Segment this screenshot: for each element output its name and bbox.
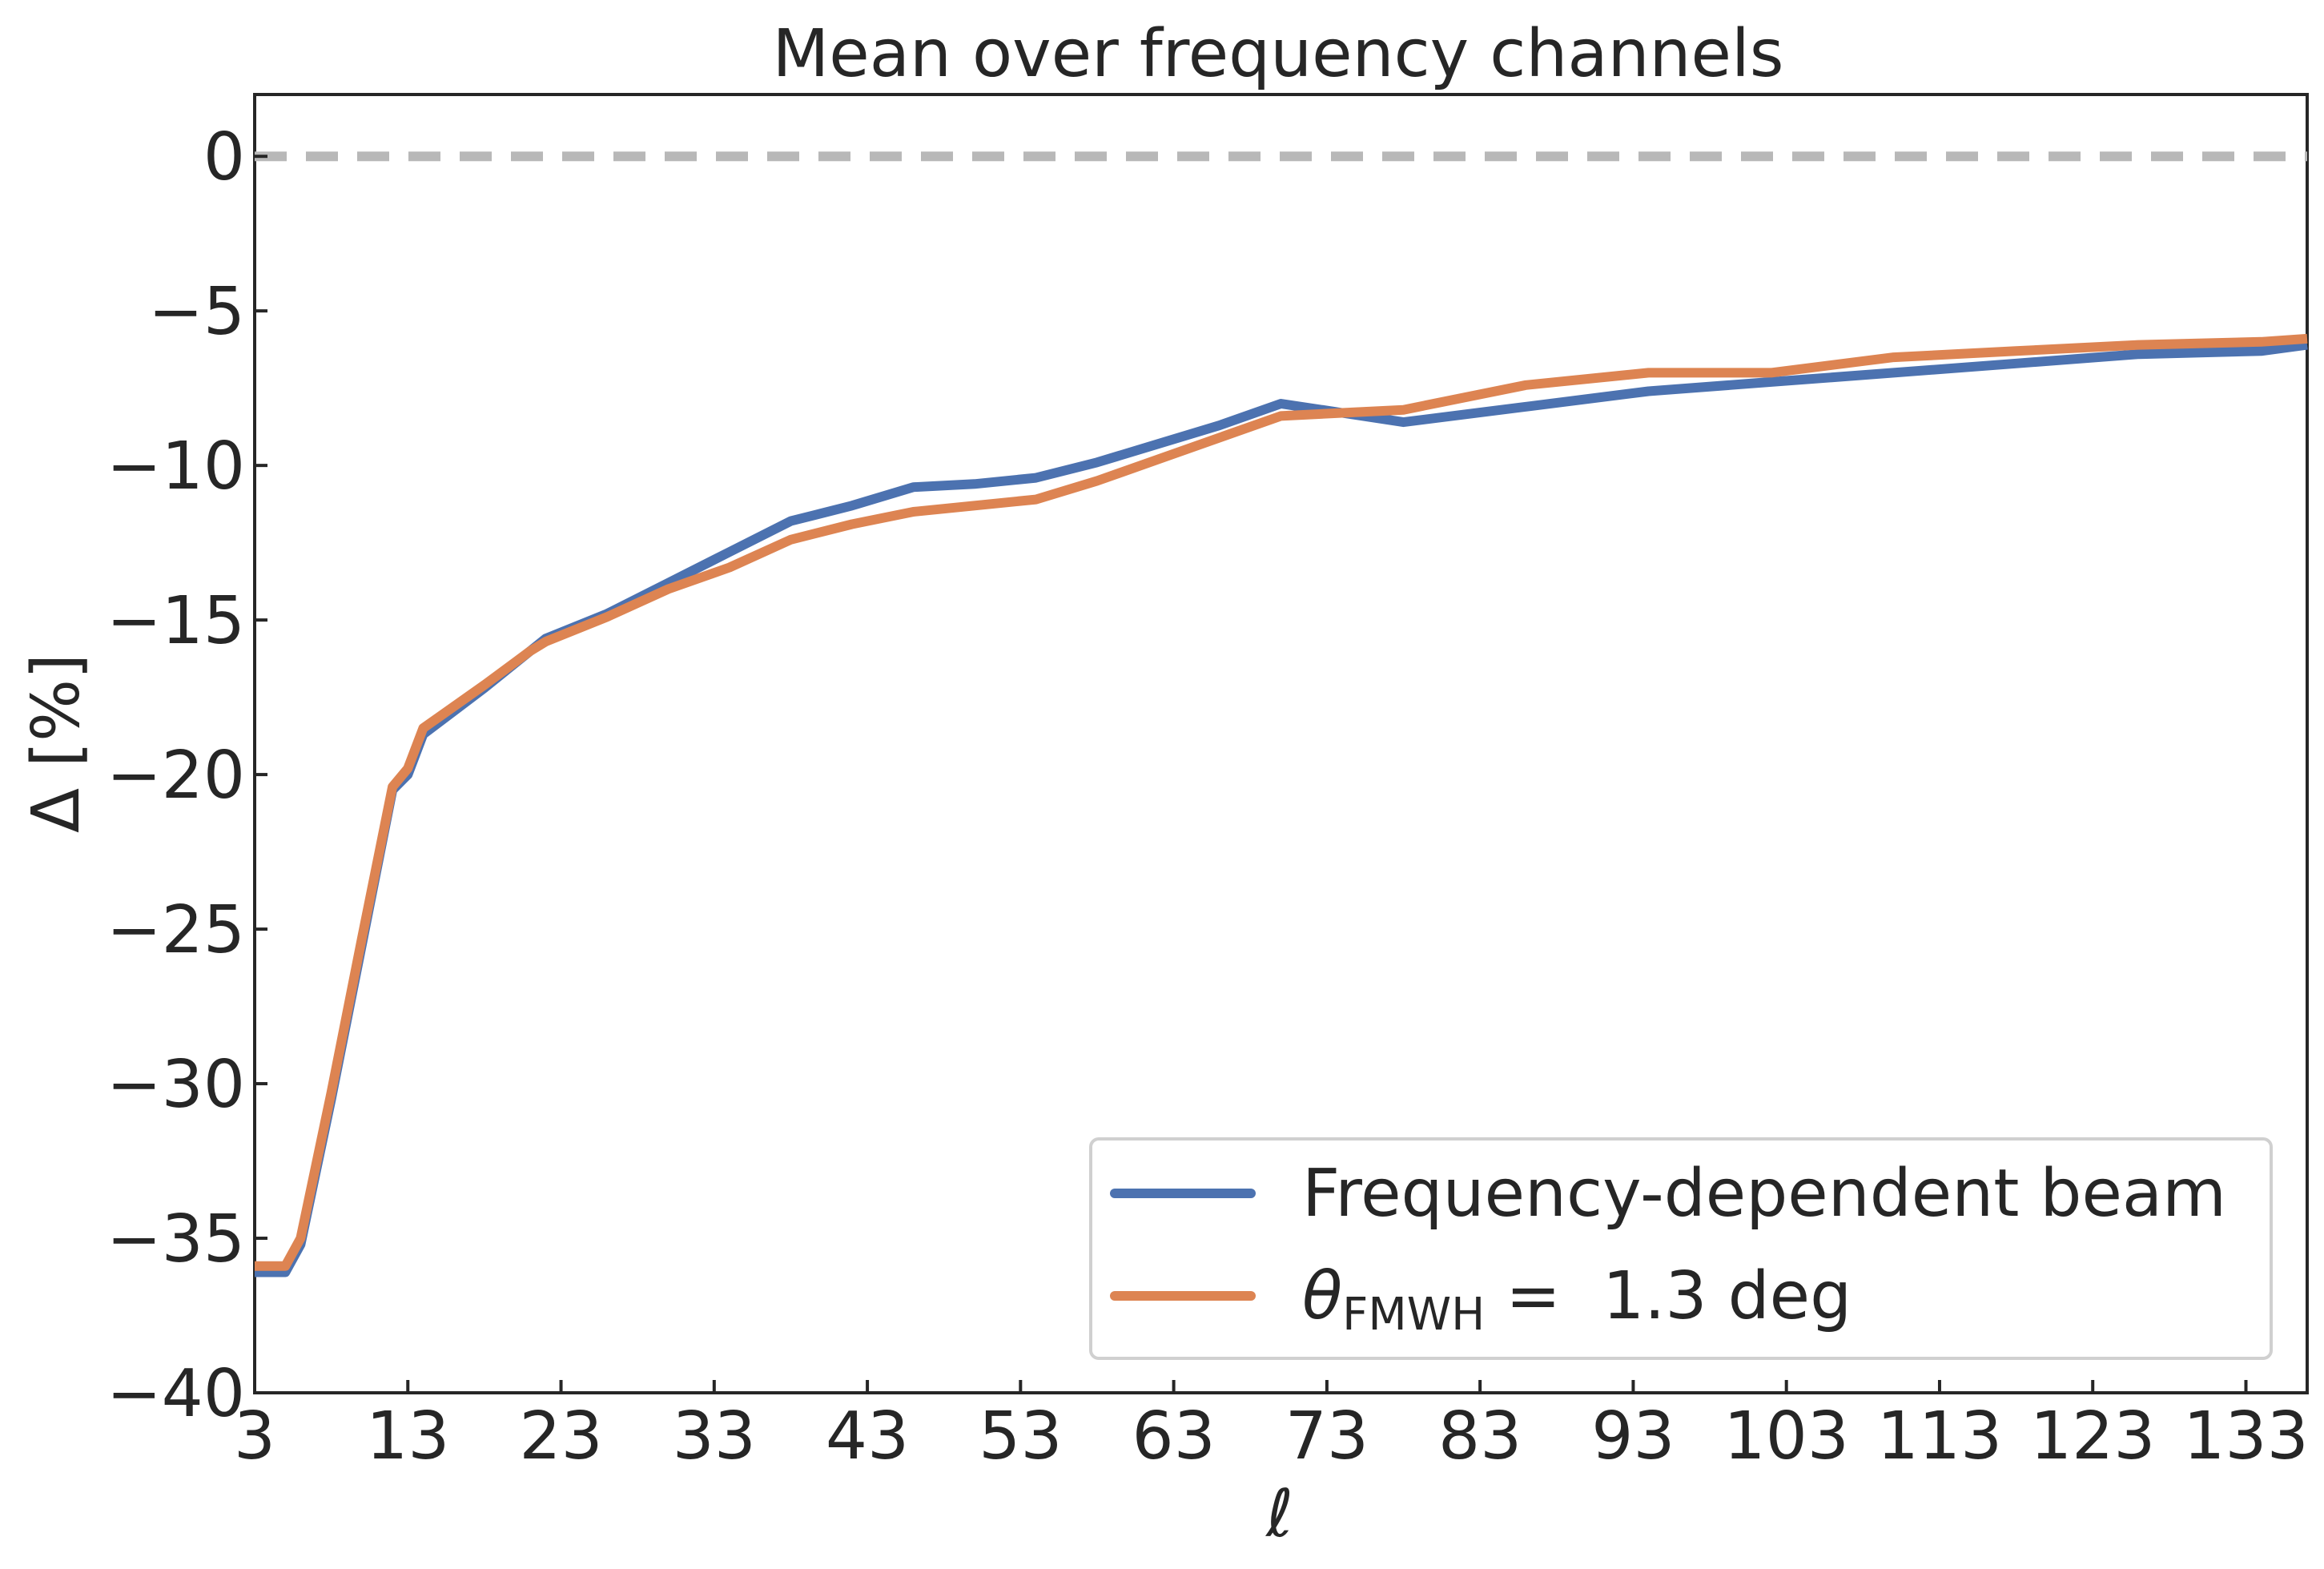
- x-tick-label: 13: [366, 1398, 449, 1474]
- x-tick-label: 3: [234, 1398, 275, 1474]
- series-line-theta-fmwh: [255, 333, 2308, 1271]
- plot-frame: [253, 93, 2309, 1394]
- legend-label-frequency-dependent-beam: Frequency-dependent beam: [1302, 1156, 2226, 1232]
- legend-theta-subscript: FMWH: [1342, 1289, 1485, 1341]
- y-tick-label: −10: [107, 428, 245, 505]
- legend-box: [1089, 1137, 2273, 1360]
- y-tick-label: −35: [107, 1201, 245, 1277]
- y-tick-label: −40: [107, 1356, 245, 1432]
- x-tick-label: 123: [2030, 1398, 2156, 1474]
- x-tick-label: 43: [826, 1398, 909, 1474]
- x-axis-ticks: 3 13 23 33 43 53 63 73 83 93 103 113 123 133: [234, 1380, 2309, 1474]
- x-tick-label: 113: [1877, 1398, 2003, 1474]
- y-axis-label: Δ [%]: [18, 654, 94, 833]
- x-tick-label: 23: [519, 1398, 602, 1474]
- y-tick-label: −15: [107, 583, 245, 659]
- chart-title: Mean over frequency channels: [773, 16, 1784, 92]
- series-line-frequency-dependent-beam: [255, 340, 2308, 1277]
- x-tick-label: 33: [673, 1398, 756, 1474]
- legend-theta-value: = 1.3 deg: [1485, 1258, 1852, 1334]
- x-tick-label: 63: [1132, 1398, 1215, 1474]
- x-tick-label: 133: [2183, 1398, 2309, 1474]
- y-tick-label: −20: [107, 738, 245, 814]
- series-lines: [255, 333, 2308, 1277]
- y-tick-label: −5: [148, 274, 245, 350]
- x-axis-label: ℓ: [1265, 1476, 1293, 1552]
- x-tick-label: 93: [1591, 1398, 1675, 1474]
- y-tick-label: −25: [107, 892, 245, 968]
- y-axis-ticks: 0 −5 −10 −15 −20 −25 −30 −35 −40: [107, 119, 267, 1432]
- legend-label-theta-fmwh: θFMWH = 1.3 deg: [1302, 1258, 1852, 1341]
- x-tick-label: 103: [1723, 1398, 1849, 1474]
- x-tick-label: 83: [1438, 1398, 1522, 1474]
- y-tick-label: 0: [203, 119, 245, 195]
- y-tick-label: −30: [107, 1047, 245, 1123]
- x-tick-label: 73: [1285, 1398, 1369, 1474]
- legend-theta-symbol: θ: [1302, 1258, 1342, 1334]
- x-tick-label: 53: [979, 1398, 1062, 1474]
- legend: Frequency-dependent beam θFMWH = 1.3 deg: [1089, 1137, 2273, 1360]
